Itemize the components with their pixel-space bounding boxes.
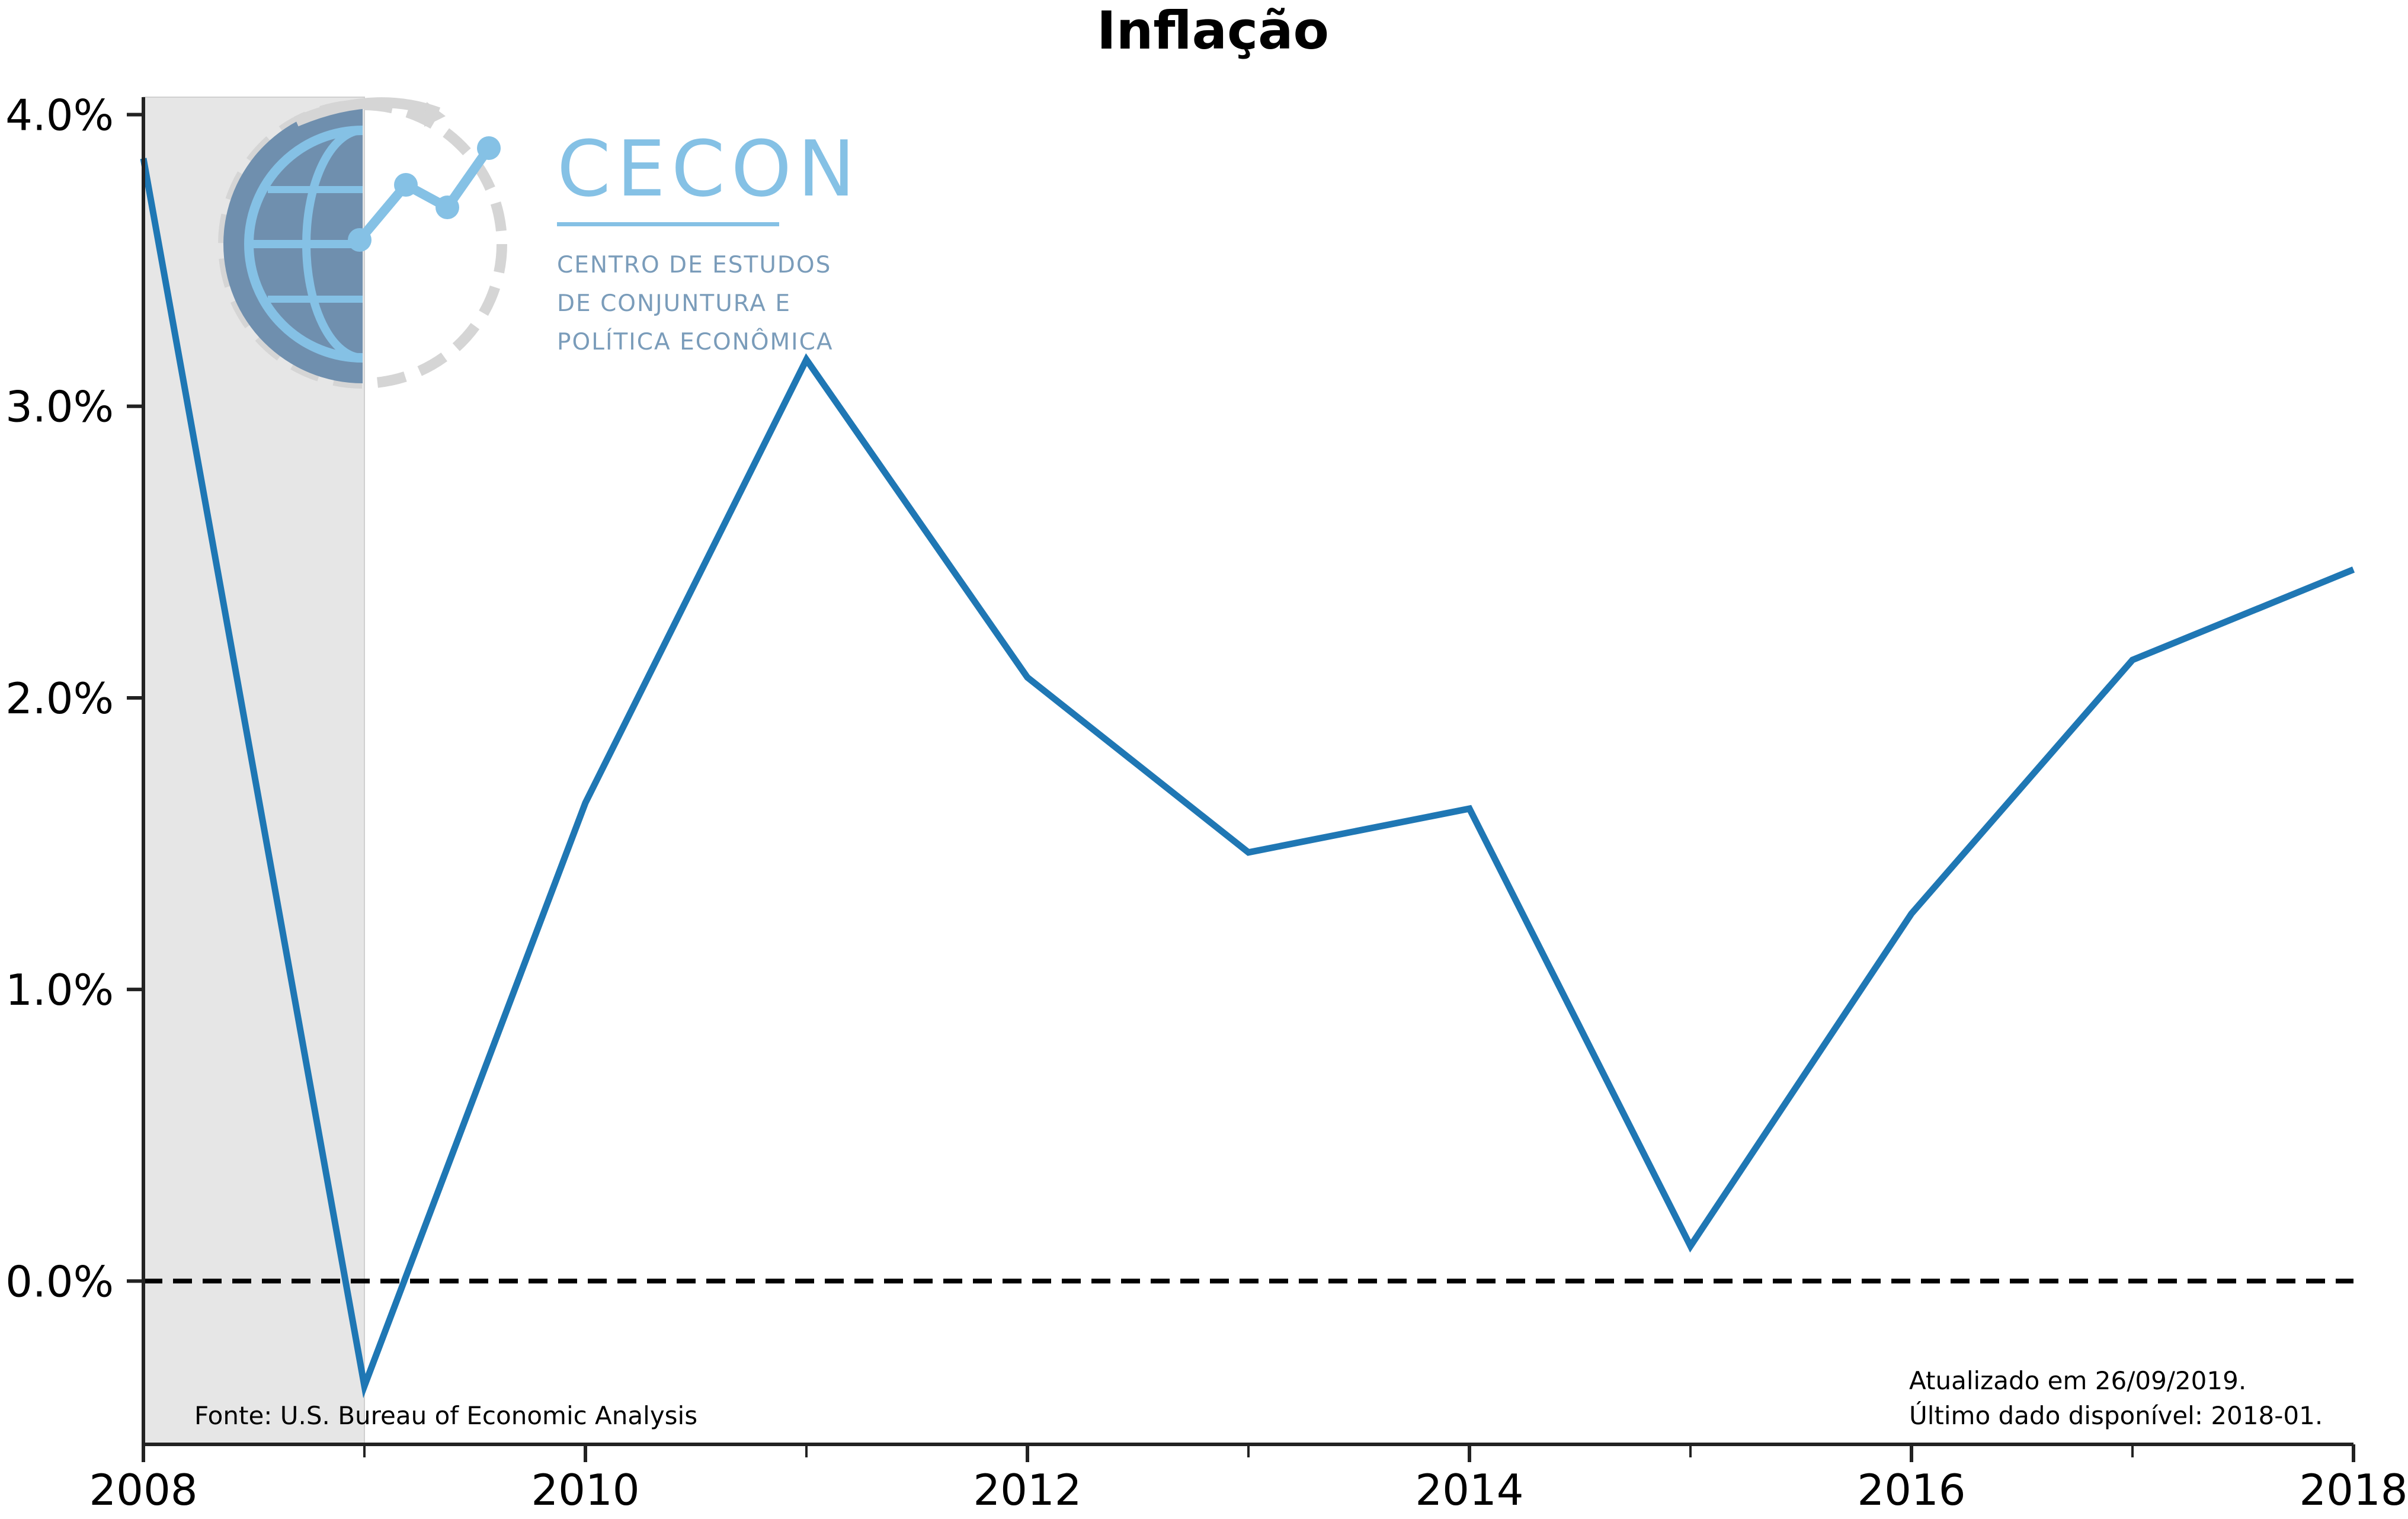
x-tick-label: 2008 — [89, 1465, 197, 1515]
x-tick-label: 2014 — [1415, 1465, 1523, 1515]
y-tick-label: 4.0% — [5, 91, 114, 140]
logo-subtitle-line-2: DE CONJUNTURA E — [557, 290, 791, 317]
y-tick-label: 0.0% — [5, 1257, 114, 1306]
chart-title: Inflação — [1097, 0, 1329, 61]
x-tick-label: 2016 — [1857, 1465, 1965, 1515]
x-tick-label: 2012 — [973, 1465, 1081, 1515]
inflation-series-line — [140, 158, 2355, 1399]
logo-name: CECON — [557, 124, 861, 214]
x-tick-label: 2018 — [2299, 1465, 2407, 1515]
logo-subtitle-line-3: POLÍTICA ECONÔMICA — [557, 328, 834, 355]
last-data-note: Último dado disponível: 2018-01. — [1909, 1401, 2323, 1430]
y-tick-label: 2.0% — [5, 674, 114, 723]
source-note: Fonte: U.S. Bureau of Economic Analysis — [194, 1401, 697, 1430]
y-tick-label: 3.0% — [5, 382, 114, 432]
logo-globe-icon — [218, 97, 507, 389]
y-tick-label: 1.0% — [5, 965, 114, 1015]
updated-note: Atualizado em 26/09/2019. — [1909, 1366, 2246, 1395]
x-tick-label: 2010 — [531, 1465, 639, 1515]
cecon-logo: CECON CENTRO DE ESTUDOS DE CONJUNTURA E … — [218, 97, 861, 389]
logo-subtitle-line-1: CENTRO DE ESTUDOS — [557, 252, 831, 278]
